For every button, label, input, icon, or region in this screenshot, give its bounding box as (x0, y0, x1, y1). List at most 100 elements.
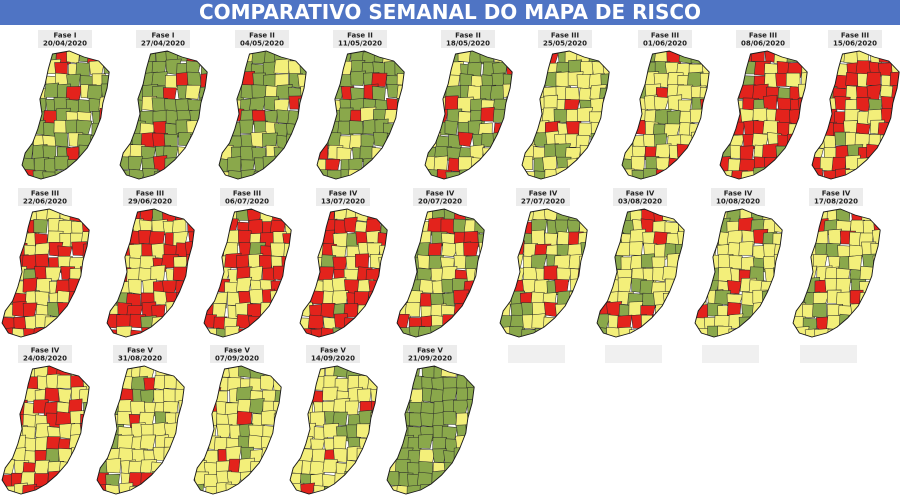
label-box (333, 30, 387, 48)
date-label: 24/08/2020 (23, 355, 67, 363)
municipality (467, 387, 475, 402)
label-box (316, 188, 370, 206)
municipality (332, 411, 348, 426)
phase-label: Fase II (455, 32, 481, 40)
municipality (348, 120, 364, 135)
municipality (119, 482, 134, 494)
municipality (828, 228, 842, 245)
municipality (79, 388, 90, 404)
municipality (331, 290, 349, 305)
state-outline (719, 50, 808, 180)
date-label: 14/09/2020 (311, 355, 355, 363)
label-box (403, 345, 457, 363)
municipality (556, 267, 573, 282)
date-label: 22/06/2020 (23, 198, 67, 206)
municipality (372, 85, 386, 101)
date-label: 13/07/2020 (321, 198, 365, 206)
label-box (538, 30, 592, 48)
municipality (105, 458, 122, 474)
label-box (413, 188, 467, 206)
municipality (249, 288, 264, 305)
label-box (136, 30, 190, 48)
label-box (736, 30, 790, 48)
municipality (239, 119, 254, 135)
municipality (728, 255, 744, 270)
empty-slot (508, 345, 565, 363)
municipality (823, 169, 838, 179)
municipality (150, 264, 166, 282)
date-label: 04/05/2020 (240, 40, 284, 48)
municipality (666, 110, 681, 126)
state-outline (694, 208, 783, 338)
municipality (54, 132, 69, 148)
municipality (336, 147, 352, 161)
municipality (542, 155, 557, 172)
municipality (260, 409, 276, 426)
date-label: 29/06/2020 (128, 198, 172, 206)
state-outline (1, 365, 90, 495)
municipality (45, 448, 60, 462)
state-outline (203, 208, 292, 338)
municipality (261, 132, 278, 148)
municipality (128, 279, 142, 295)
municipality (370, 388, 378, 405)
state-outline (289, 365, 378, 495)
municipality (866, 71, 881, 86)
municipality (418, 433, 434, 449)
date-label: 10/08/2020 (716, 198, 760, 206)
state-outline (193, 365, 282, 495)
phase-label: Fase III (136, 190, 164, 198)
date-label: 15/06/2020 (833, 40, 877, 48)
date-label: 01/06/2020 (643, 40, 687, 48)
phase-label: Fase III (551, 32, 579, 40)
municipality (225, 445, 242, 461)
date-label: 20/07/2020 (418, 198, 462, 206)
label-box (210, 345, 264, 363)
state-outline (106, 208, 195, 338)
label-box (441, 30, 495, 48)
municipality (775, 72, 790, 87)
phase-label: Fase III (31, 190, 59, 198)
municipality (531, 313, 546, 329)
municipality (738, 241, 754, 256)
state-outline (218, 50, 307, 180)
label-box (18, 188, 72, 206)
state-outline (792, 208, 881, 338)
empty-slot (702, 345, 759, 363)
label-box (516, 188, 570, 206)
state-outline (621, 50, 710, 180)
date-label: 21/09/2020 (408, 355, 452, 363)
municipality (350, 70, 367, 86)
label-box (113, 345, 167, 363)
municipality (433, 155, 449, 172)
municipality (200, 72, 208, 89)
municipality (228, 170, 245, 179)
phase-label: Fase IV (329, 190, 358, 198)
municipality (785, 72, 801, 88)
municipality (444, 95, 459, 111)
state-outline (396, 208, 485, 338)
phase-label: Fase II (347, 32, 373, 40)
phase-label: Fase IV (31, 347, 60, 355)
municipality (801, 71, 808, 88)
municipality (355, 253, 370, 269)
municipality (318, 266, 335, 282)
state-outline (96, 365, 185, 495)
state-outline (596, 208, 685, 338)
phase-label: Fase IV (426, 190, 455, 198)
phase-label: Fase I (151, 32, 174, 40)
municipality (307, 314, 324, 330)
municipality (577, 107, 594, 122)
title: COMPARATIVO SEMANAL DO MAPA DE RISCO (199, 0, 701, 24)
municipality (555, 71, 570, 88)
label-box (809, 188, 863, 206)
municipality (523, 266, 538, 281)
date-label: 18/05/2020 (446, 40, 490, 48)
state-outline (499, 208, 588, 338)
label-box (235, 30, 289, 48)
municipality (43, 82, 60, 98)
phase-label: Fase II (249, 32, 275, 40)
municipality (762, 94, 778, 111)
phase-label: Fase V (127, 347, 153, 355)
municipality (812, 302, 827, 319)
